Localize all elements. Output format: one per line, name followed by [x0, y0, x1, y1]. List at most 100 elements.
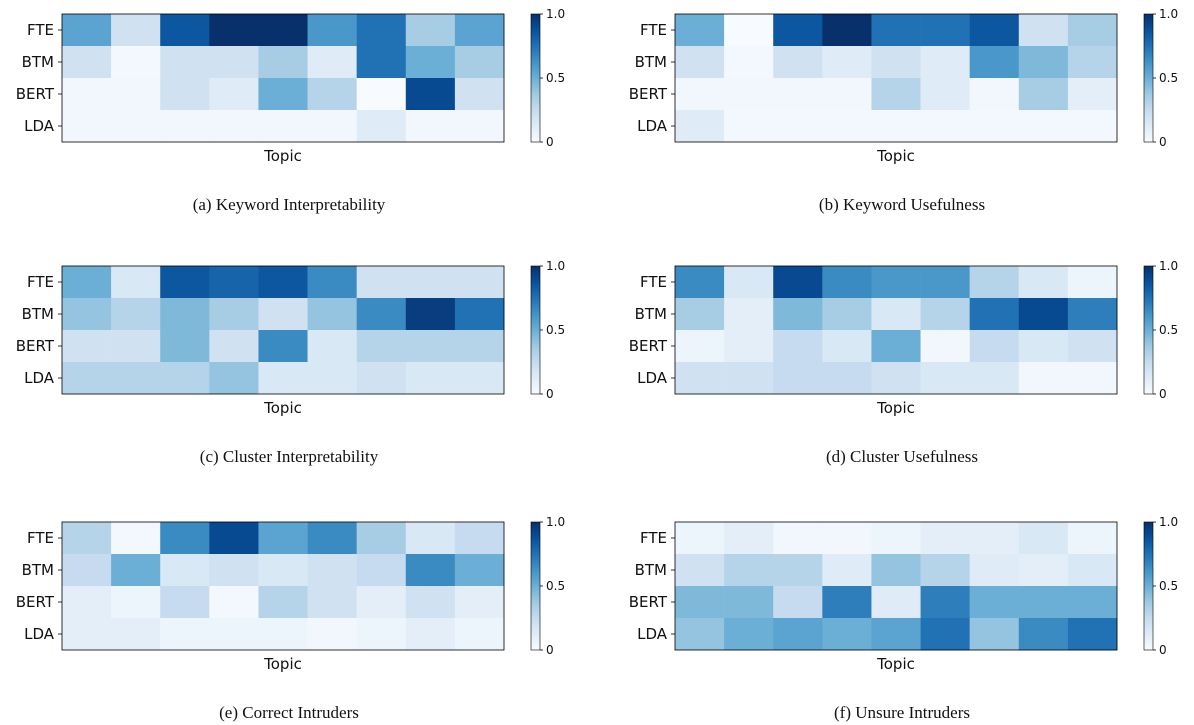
heatmap-cell-bert-8 — [1018, 586, 1069, 619]
heatmap-cell-bert-4 — [209, 330, 259, 363]
heatmap-cell-bert-5 — [258, 586, 308, 619]
heatmap-cell-btm-4 — [822, 554, 872, 587]
heatmap-cell-bert-3 — [160, 586, 210, 619]
heatmap-cell-fte-6 — [307, 14, 357, 47]
heatmap-cell-bert-6 — [920, 78, 970, 111]
heatmap-cell-bert-7 — [969, 586, 1020, 619]
heatmap-cell-btm-5 — [258, 298, 308, 331]
heatmap-cell-fte-4 — [209, 266, 259, 299]
heatmap-cell-bert-8 — [405, 330, 456, 363]
heatmap-cell-btm-7 — [356, 46, 407, 79]
y-tick-label-bert: BERT — [16, 85, 55, 103]
heatmap-cell-lda-6 — [920, 618, 970, 651]
heatmap-cell-lda-5 — [871, 362, 921, 395]
heatmap-cell-btm-5 — [258, 554, 308, 587]
heatmap-cell-fte-3 — [773, 522, 823, 555]
colorbar-tick-label: 1.0 — [1159, 7, 1178, 21]
colorbar — [530, 13, 541, 143]
heatmap-cell-bert-4 — [822, 586, 872, 619]
heatmap-cell-fte-6 — [920, 266, 970, 299]
heatmap-cell-lda-5 — [258, 110, 308, 143]
heatmap-cell-bert-9 — [454, 330, 505, 363]
heatmap-cell-btm-7 — [356, 298, 407, 331]
heatmap-cell-lda-1 — [62, 110, 112, 143]
heatmap-cell-lda-1 — [675, 110, 725, 143]
y-tick-label-bert: BERT — [16, 337, 55, 355]
heatmap-cell-bert-1 — [675, 330, 725, 363]
heatmap-cell-btm-9 — [1067, 46, 1118, 79]
heatmap-cell-lda-2 — [111, 362, 161, 395]
heatmap-cell-bert-3 — [160, 330, 210, 363]
heatmap-cell-btm-6 — [307, 46, 357, 79]
colorbar-tick-label: 0 — [1159, 387, 1167, 401]
heatmap-cell-bert-7 — [969, 78, 1020, 111]
heatmap-cell-lda-9 — [454, 618, 505, 651]
y-tick-label-lda: LDA — [24, 625, 55, 643]
heatmap-cell-fte-9 — [454, 266, 505, 299]
heatmap-cell-lda-6 — [307, 110, 357, 143]
heatmap-cell-btm-4 — [822, 46, 872, 79]
heatmap-cell-fte-4 — [822, 522, 872, 555]
y-tick-label-bert: BERT — [16, 593, 55, 611]
heatmap-cell-bert-2 — [724, 586, 774, 619]
heatmap-cell-bert-1 — [62, 330, 112, 363]
heatmap-cell-btm-1 — [675, 46, 725, 79]
heatmap-cell-lda-8 — [405, 618, 456, 651]
heatmap-cell-btm-6 — [920, 46, 970, 79]
heatmap-cell-bert-6 — [920, 330, 970, 363]
heatmap-cell-fte-1 — [62, 522, 112, 555]
heatmap-cell-lda-4 — [822, 362, 872, 395]
heatmap-cell-fte-2 — [111, 522, 161, 555]
heatmap-cell-lda-5 — [258, 618, 308, 651]
y-tick-label-lda: LDA — [637, 625, 668, 643]
y-tick-label-lda: LDA — [24, 117, 55, 135]
heatmap-cell-lda-1 — [675, 618, 725, 651]
heatmap-cell-lda-1 — [675, 362, 725, 395]
heatmap-cell-lda-7 — [969, 362, 1020, 395]
colorbar — [530, 521, 541, 651]
heatmap-cell-lda-4 — [209, 618, 259, 651]
heatmap-cell-fte-8 — [405, 522, 456, 555]
colorbar-tick-label: 0 — [546, 135, 554, 149]
heatmap-cell-btm-9 — [1067, 298, 1118, 331]
heatmap-cell-btm-9 — [1067, 554, 1118, 587]
heatmap-cell-btm-5 — [258, 46, 308, 79]
y-tick-label-lda: LDA — [637, 369, 668, 387]
heatmap-cell-fte-9 — [454, 522, 505, 555]
y-tick-label-bert: BERT — [629, 593, 668, 611]
heatmap-cell-bert-1 — [62, 78, 112, 111]
y-tick-label-lda: LDA — [24, 369, 55, 387]
heatmap-cell-fte-6 — [307, 266, 357, 299]
heatmap-cell-fte-8 — [405, 14, 456, 47]
heatmap-cell-fte-5 — [258, 522, 308, 555]
heatmap-cell-fte-1 — [675, 266, 725, 299]
heatmap-cell-fte-8 — [405, 266, 456, 299]
heatmap-cell-bert-8 — [405, 78, 456, 111]
colorbar-tick-label: 1.0 — [546, 515, 565, 529]
heatmap-cell-fte-5 — [258, 14, 308, 47]
colorbar-tick-label: 0.5 — [546, 579, 565, 593]
plot-frame — [61, 13, 505, 143]
heatmap-cell-fte-4 — [209, 14, 259, 47]
heatmap-cell-lda-8 — [405, 362, 456, 395]
y-tick-label-lda: LDA — [637, 117, 668, 135]
heatmap-cell-fte-9 — [1067, 14, 1118, 47]
heatmap-cell-bert-4 — [822, 78, 872, 111]
heatmap-cell-btm-3 — [773, 298, 823, 331]
heatmap-cell-lda-9 — [454, 362, 505, 395]
heatmap-cell-bert-3 — [773, 586, 823, 619]
heatmap-cell-lda-4 — [822, 618, 872, 651]
heatmap-cell-bert-2 — [111, 78, 161, 111]
heatmap-cell-lda-8 — [1018, 618, 1069, 651]
heatmap-cell-fte-7 — [969, 522, 1020, 555]
heatmap-cell-bert-8 — [405, 586, 456, 619]
colorbar-tick-label: 0 — [1159, 643, 1167, 657]
heatmap-cell-lda-9 — [1067, 362, 1118, 395]
x-axis-label: Topic — [876, 399, 915, 417]
heatmap-cell-bert-4 — [209, 78, 259, 111]
heatmap-cell-lda-6 — [307, 618, 357, 651]
heatmap-cell-bert-9 — [1067, 586, 1118, 619]
plot-frame — [674, 265, 1118, 395]
heatmap-cell-lda-7 — [356, 618, 407, 651]
heatmap-cell-lda-3 — [160, 110, 210, 143]
